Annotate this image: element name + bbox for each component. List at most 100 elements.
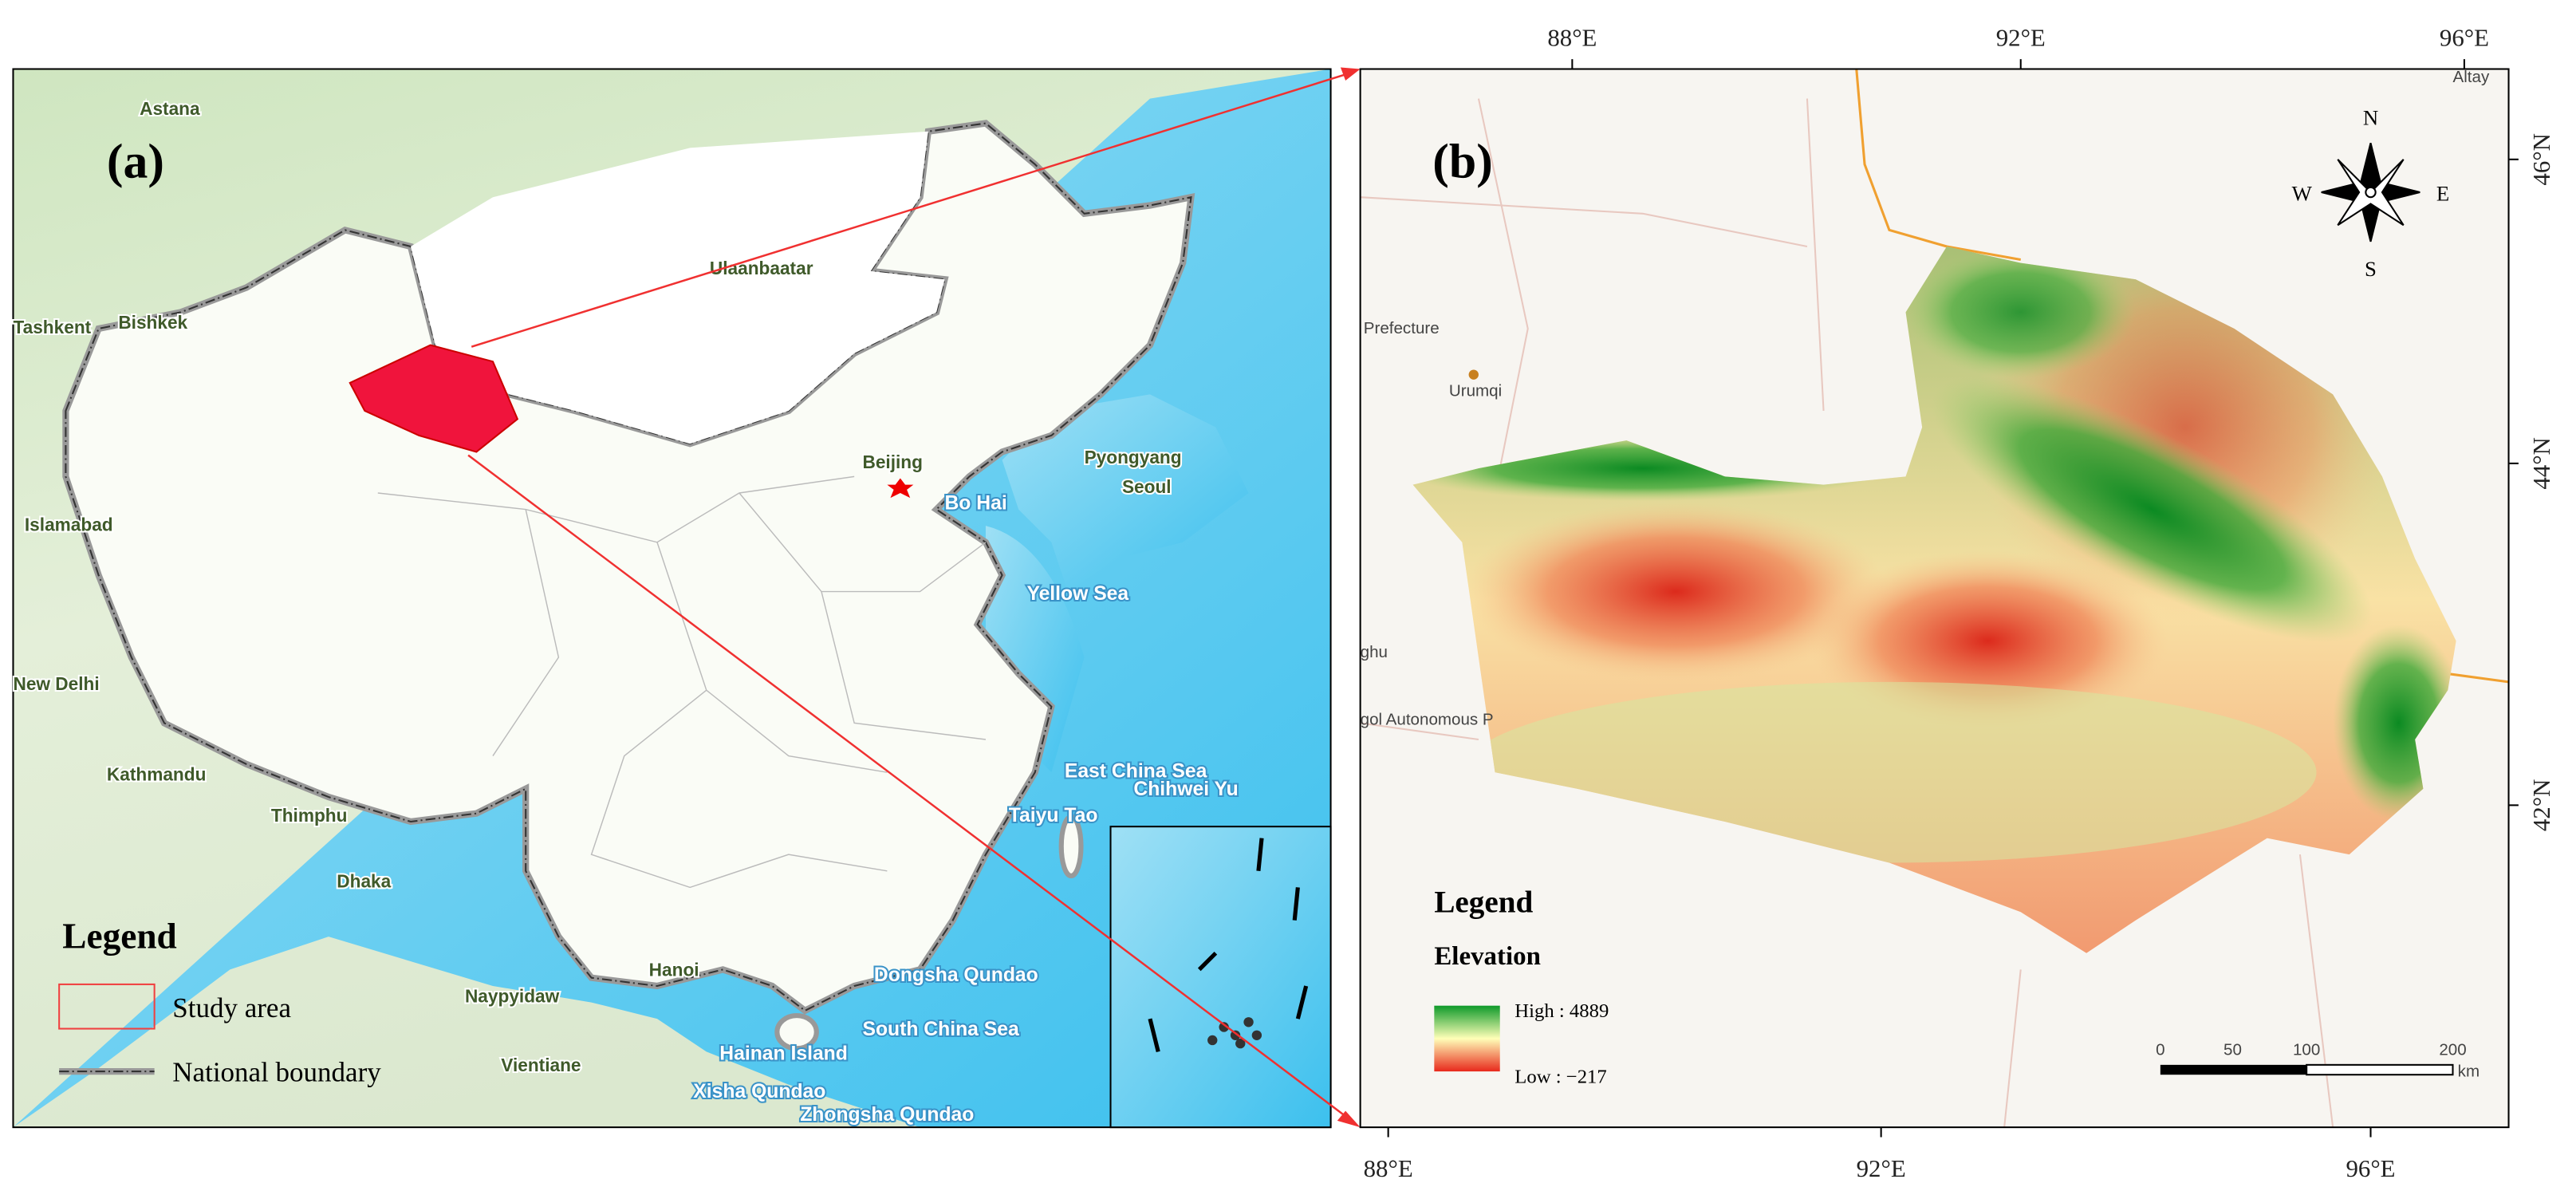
panel-b-frame — [1359, 68, 2510, 1129]
axis-label: 46°N — [2527, 133, 2555, 186]
place-label: gol Autonomous P — [1361, 710, 1494, 728]
study-area — [349, 344, 519, 453]
map-shape — [590, 689, 888, 889]
link-arrow — [471, 73, 1348, 348]
map-shape — [1002, 394, 1249, 592]
legend-title: Legend — [62, 917, 176, 956]
map-shape — [1148, 1018, 1160, 1052]
compass-label: S — [2365, 257, 2377, 281]
place-label: Tashkent — [13, 317, 91, 337]
axis-label: 88°E — [1547, 24, 1597, 52]
sea-label: Taiyu Tao — [1009, 805, 1098, 826]
legend-swatch — [58, 983, 156, 1030]
map-shape — [410, 131, 945, 444]
place-label: Dhaka — [337, 870, 391, 891]
axis-ticks — [1387, 59, 2519, 1138]
panel-label: (a) — [107, 134, 164, 188]
map-shape — [1243, 1017, 1254, 1027]
axis-label: 92°E — [1996, 24, 2046, 52]
place-label: Kathmandu — [107, 763, 207, 784]
link-arrow — [467, 454, 1348, 1118]
map-shape — [1230, 1030, 1241, 1040]
scale-label: 100 — [2293, 1040, 2320, 1059]
scale-bar — [2160, 1063, 2454, 1076]
map-shape — [2298, 854, 2334, 1128]
inset-reefs — [1207, 1017, 1262, 1049]
map-shape — [2448, 672, 2509, 684]
scale-label: 200 — [2439, 1040, 2466, 1059]
map-shape — [1219, 1022, 1229, 1032]
map-shape — [1360, 196, 1808, 248]
map-shape — [2306, 1063, 2454, 1076]
place-label: Seoul — [1122, 476, 1172, 497]
sea-label: East China Sea — [1065, 760, 1207, 782]
map-shape — [1197, 951, 1218, 972]
place-label: ghu — [1361, 643, 1388, 661]
inset-islands — [1148, 838, 1309, 1052]
place-label: Hanoi — [649, 960, 699, 980]
place-label: Urumqi — [1449, 381, 1502, 400]
map-shape — [1292, 887, 1300, 921]
map-shape — [492, 509, 560, 756]
legend-label: National boundary — [172, 1056, 381, 1087]
panel-label: (b) — [1432, 134, 1493, 188]
axis-label: 92°E — [1857, 1154, 1906, 1182]
map-shape — [1251, 1030, 1262, 1040]
map-shape — [1207, 1035, 1218, 1046]
place-label: Prefecture — [1364, 319, 1440, 337]
sea-label: South China Sea — [862, 1019, 1019, 1040]
map-shape — [1932, 377, 2373, 643]
place-label: Naypyidaw — [465, 986, 560, 1007]
compass-label: N — [2363, 106, 2378, 130]
map-shape — [774, 1012, 819, 1051]
panel-a-frame — [12, 68, 1332, 1129]
place-label: Beijing — [862, 452, 922, 472]
legend-subtitle: Elevation — [1434, 942, 1541, 971]
map-shape — [821, 591, 987, 740]
sea-label: Hainan Island — [719, 1043, 848, 1065]
compass — [2321, 142, 2420, 243]
border — [1855, 69, 2022, 261]
compass-label: E — [2436, 181, 2449, 205]
roads — [1360, 98, 2334, 1128]
arrow-head — [1340, 67, 1361, 81]
map-shape — [1806, 98, 1825, 412]
map-shape — [1468, 369, 1479, 380]
map-shape — [1360, 722, 1479, 740]
map-shape — [1477, 98, 1529, 494]
place-label: Thimphu — [271, 805, 348, 826]
axis-label: 44°N — [2527, 437, 2555, 490]
scale-unit: km — [2458, 1062, 2479, 1080]
map-shape — [739, 492, 987, 593]
inset-map — [1109, 826, 1332, 1129]
map-shape — [1295, 985, 1309, 1019]
axis-label: 96°E — [2440, 24, 2489, 52]
axis-label: 88°E — [1364, 1154, 1413, 1182]
sea-label: Zhongsha Qundao — [800, 1104, 974, 1126]
axis-label: 42°N — [2527, 779, 2555, 832]
map-shape — [1058, 814, 1084, 879]
map-shape — [2365, 186, 2377, 199]
arrow-head — [1337, 1110, 1361, 1128]
map-shape — [2003, 969, 2022, 1128]
sea-label: Dongsha Qundao — [874, 964, 1038, 986]
sea-label: Yellow Sea — [1026, 583, 1128, 605]
axis-label: 96°E — [2346, 1154, 2395, 1182]
legend-label: High : 4889 — [1514, 1000, 1609, 1022]
map-shape — [1905, 246, 2136, 378]
map-shape — [887, 478, 914, 499]
place-label: Astana — [140, 98, 200, 119]
elevation-ramp — [1434, 1005, 1500, 1072]
legend-label: Low : −217 — [1514, 1067, 1606, 1088]
place-label: Islamabad — [25, 514, 113, 534]
place-label: Bishkek — [118, 312, 187, 333]
sea-label: Chihwei Yu — [1133, 779, 1238, 800]
map-shape — [1256, 838, 1264, 872]
compass-label: W — [2292, 181, 2313, 205]
place-label: New Delhi — [13, 673, 99, 694]
map-shape — [2160, 1064, 2307, 1075]
place-label: Vientiane — [501, 1055, 581, 1075]
scale-label: 50 — [2223, 1040, 2242, 1059]
place-label: Altay — [2453, 68, 2490, 86]
